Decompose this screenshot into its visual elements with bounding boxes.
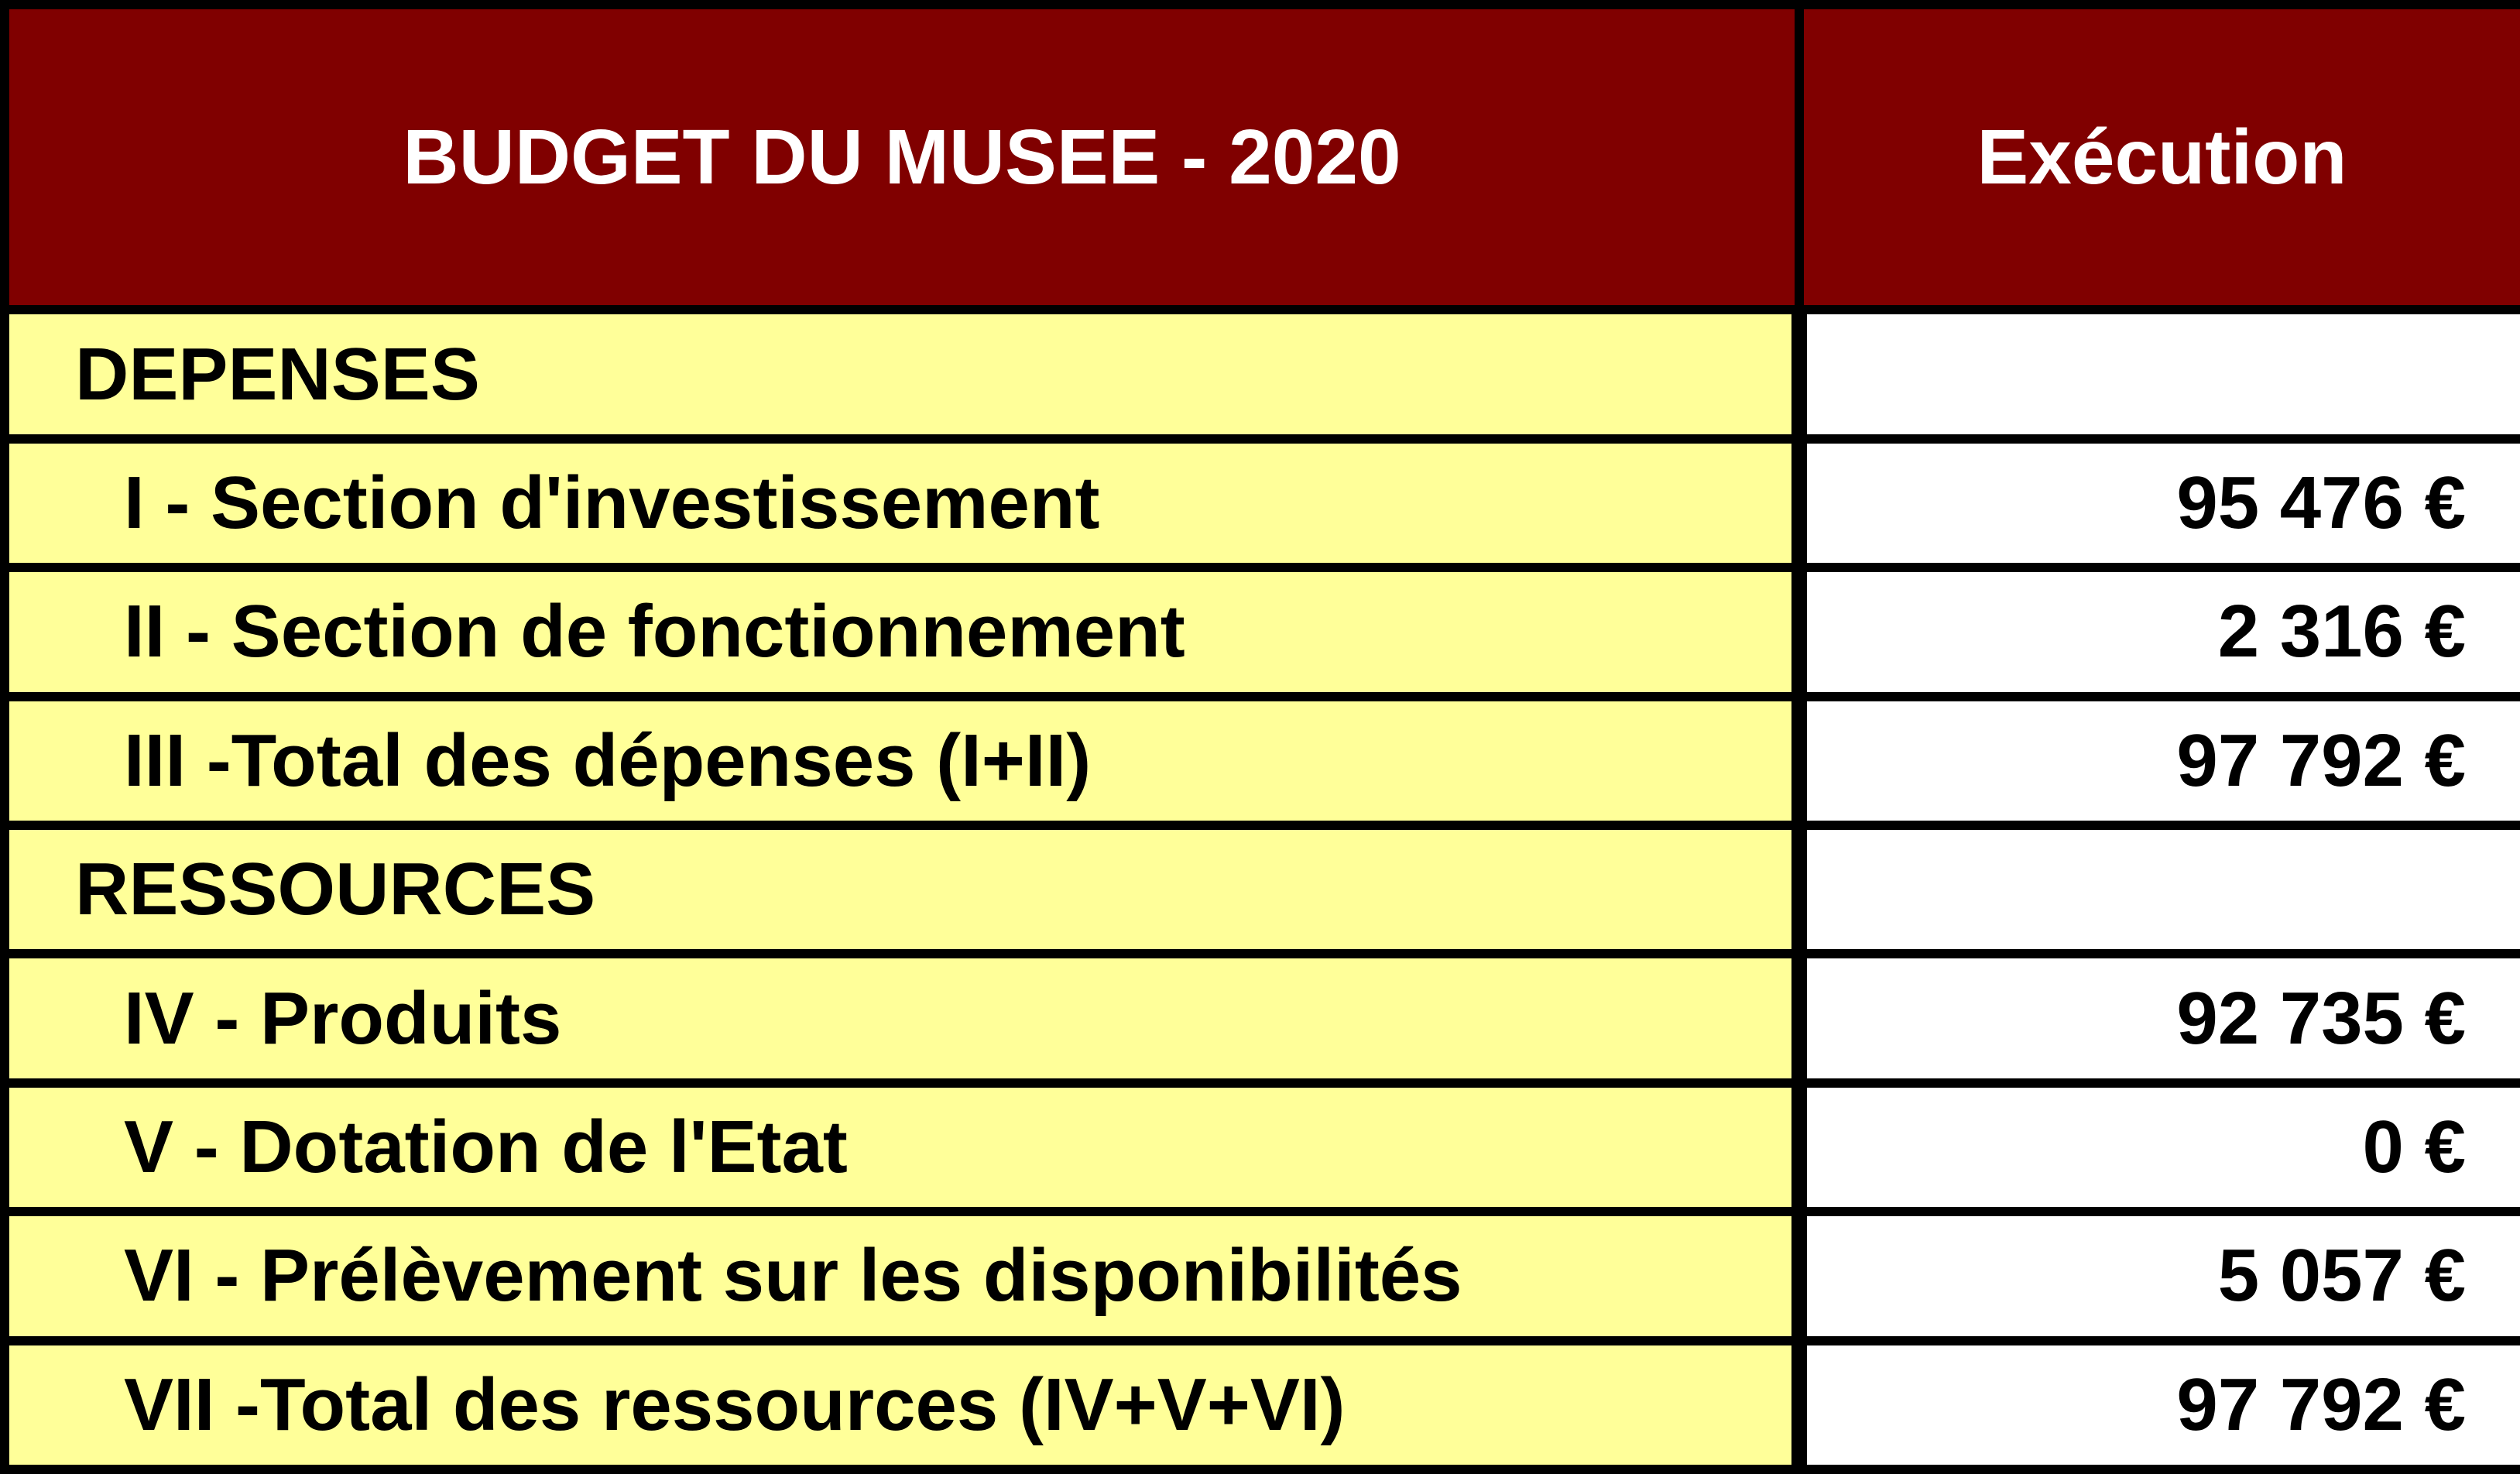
row-label: V - Dotation de l'Etat	[0, 1078, 1807, 1217]
row-total-ressources: VII -Total des ressources (IV+V+VI) 97 7…	[0, 1335, 2520, 1474]
row-value: 92 735 €	[1791, 949, 2520, 1088]
row-label: DEPENSES	[0, 305, 1807, 444]
row-depenses: DEPENSES	[0, 305, 2520, 444]
row-value: 97 792 €	[1791, 1335, 2520, 1474]
row-label: RESSOURCES	[0, 820, 1807, 959]
row-section-investissement: I - Section d'investissement 95 476 €	[0, 434, 2520, 573]
row-label: VI - Prélèvement sur les disponibilités	[0, 1207, 1807, 1345]
row-value	[1791, 305, 2520, 444]
row-label: II - Section de fonctionnement	[0, 563, 1807, 701]
row-value	[1791, 820, 2520, 959]
row-section-fonctionnement: II - Section de fonctionnement 2 316 €	[0, 563, 2520, 701]
row-label: III -Total des dépenses (I+II)	[0, 691, 1807, 830]
row-value: 0 €	[1791, 1078, 2520, 1217]
row-ressources: RESSOURCES	[0, 820, 2520, 959]
row-value: 95 476 €	[1791, 434, 2520, 573]
row-total-depenses: III -Total des dépenses (I+II) 97 792 €	[0, 691, 2520, 830]
row-label: IV - Produits	[0, 949, 1807, 1088]
row-value: 97 792 €	[1791, 691, 2520, 830]
row-value: 5 057 €	[1791, 1207, 2520, 1345]
row-label: VII -Total des ressources (IV+V+VI)	[0, 1335, 1807, 1474]
row-label: I - Section d'investissement	[0, 434, 1807, 573]
row-prelevement-disponibilites: VI - Prélèvement sur les disponibilités …	[0, 1207, 2520, 1345]
execution-column-header: Exécution	[1795, 0, 2520, 315]
table-title-header: BUDGET DU MUSEE - 2020	[0, 0, 1804, 315]
row-value: 2 316 €	[1791, 563, 2520, 701]
row-dotation-etat: V - Dotation de l'Etat 0 €	[0, 1078, 2520, 1217]
table-header-row: BUDGET DU MUSEE - 2020 Exécution	[0, 0, 2520, 315]
row-produits: IV - Produits 92 735 €	[0, 949, 2520, 1088]
